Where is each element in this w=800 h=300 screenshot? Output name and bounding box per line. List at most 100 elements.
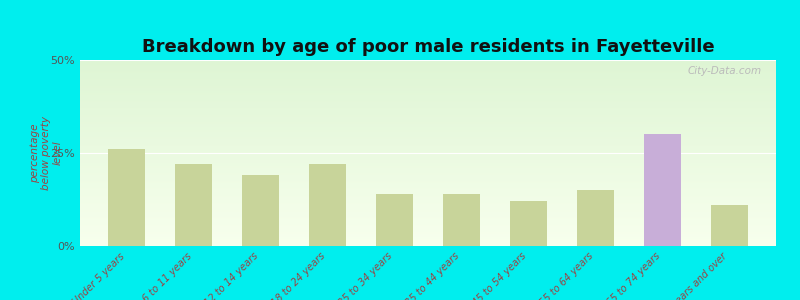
Bar bbox=[80, 134, 776, 135]
Bar bbox=[80, 132, 776, 133]
Bar bbox=[80, 140, 776, 141]
Bar bbox=[80, 127, 776, 128]
Bar bbox=[80, 227, 776, 228]
Bar bbox=[80, 230, 776, 231]
Bar bbox=[80, 73, 776, 74]
Bar bbox=[80, 188, 776, 189]
Bar bbox=[80, 238, 776, 239]
Bar bbox=[80, 223, 776, 224]
Bar bbox=[80, 88, 776, 89]
Bar bbox=[80, 81, 776, 82]
Bar bbox=[80, 95, 776, 96]
Bar bbox=[80, 122, 776, 123]
Bar bbox=[80, 193, 776, 194]
Bar bbox=[80, 244, 776, 245]
Bar bbox=[80, 70, 776, 71]
Bar bbox=[80, 204, 776, 205]
Bar bbox=[80, 101, 776, 102]
Bar bbox=[80, 63, 776, 64]
Bar bbox=[80, 184, 776, 185]
Bar bbox=[80, 102, 776, 103]
Bar bbox=[80, 124, 776, 125]
Bar bbox=[80, 103, 776, 104]
Bar bbox=[80, 77, 776, 78]
Bar bbox=[80, 152, 776, 153]
Bar bbox=[80, 174, 776, 175]
Bar bbox=[80, 147, 776, 148]
Bar bbox=[80, 236, 776, 237]
Bar bbox=[80, 141, 776, 142]
Bar bbox=[80, 67, 776, 68]
Bar bbox=[80, 175, 776, 176]
Bar bbox=[80, 181, 776, 182]
Bar bbox=[80, 237, 776, 238]
Bar bbox=[80, 62, 776, 63]
Bar bbox=[80, 229, 776, 230]
Bar bbox=[80, 199, 776, 200]
Bar bbox=[80, 240, 776, 241]
Bar bbox=[80, 196, 776, 197]
Bar bbox=[80, 222, 776, 223]
Bar bbox=[80, 69, 776, 70]
Bar bbox=[80, 160, 776, 161]
Bar bbox=[80, 149, 776, 150]
Bar bbox=[80, 212, 776, 214]
Bar bbox=[80, 161, 776, 162]
Bar bbox=[80, 192, 776, 193]
Bar bbox=[80, 104, 776, 105]
Bar bbox=[80, 138, 776, 139]
Bar bbox=[80, 189, 776, 190]
Bar bbox=[80, 100, 776, 101]
Bar bbox=[80, 158, 776, 159]
Bar bbox=[80, 86, 776, 87]
Bar bbox=[80, 99, 776, 100]
Bar bbox=[80, 119, 776, 120]
Bar bbox=[80, 234, 776, 235]
Bar bbox=[80, 76, 776, 77]
Bar bbox=[80, 117, 776, 118]
Bar bbox=[80, 180, 776, 181]
Bar bbox=[80, 94, 776, 95]
Bar bbox=[80, 207, 776, 208]
Bar bbox=[80, 202, 776, 203]
Bar bbox=[80, 145, 776, 146]
Bar bbox=[80, 66, 776, 67]
Bar bbox=[80, 214, 776, 215]
Bar bbox=[80, 148, 776, 149]
Bar bbox=[80, 137, 776, 138]
Bar bbox=[310, 164, 346, 246]
Bar bbox=[80, 168, 776, 169]
Bar bbox=[80, 159, 776, 160]
Bar bbox=[80, 206, 776, 207]
Bar bbox=[80, 96, 776, 97]
Bar bbox=[80, 160, 776, 161]
Bar bbox=[80, 216, 776, 217]
Bar bbox=[80, 87, 776, 88]
Bar bbox=[80, 143, 776, 144]
Bar bbox=[80, 91, 776, 92]
Bar bbox=[80, 164, 776, 165]
Bar bbox=[80, 228, 776, 229]
Bar bbox=[80, 162, 776, 163]
Bar bbox=[80, 242, 776, 243]
Bar bbox=[80, 233, 776, 234]
Bar bbox=[80, 82, 776, 83]
Bar bbox=[80, 238, 776, 239]
Bar bbox=[80, 226, 776, 227]
Bar bbox=[80, 176, 776, 177]
Bar bbox=[80, 169, 776, 170]
Bar bbox=[80, 109, 776, 110]
Bar bbox=[80, 113, 776, 114]
Bar bbox=[80, 89, 776, 90]
Bar bbox=[80, 71, 776, 72]
Bar bbox=[80, 218, 776, 219]
Bar bbox=[80, 154, 776, 155]
Bar bbox=[80, 79, 776, 80]
Bar bbox=[80, 197, 776, 198]
Bar bbox=[80, 78, 776, 79]
Bar bbox=[80, 125, 776, 126]
Bar bbox=[109, 149, 146, 246]
Bar bbox=[80, 232, 776, 233]
Bar bbox=[80, 190, 776, 191]
Bar bbox=[80, 231, 776, 232]
